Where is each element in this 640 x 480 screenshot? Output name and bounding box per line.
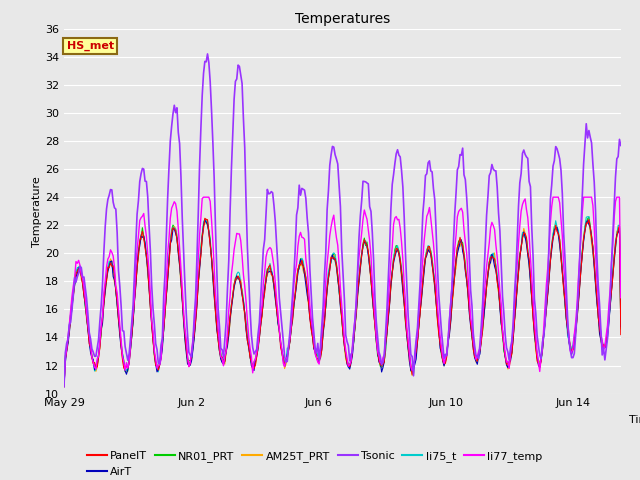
li77_temp xyxy=(595,295,602,301)
Tsonic xyxy=(617,143,625,148)
PanelT xyxy=(248,359,255,365)
AirT xyxy=(79,280,86,286)
Tsonic xyxy=(60,384,68,389)
NR01_PRT xyxy=(79,278,86,284)
Title: Temperatures: Temperatures xyxy=(295,12,390,26)
Tsonic xyxy=(204,51,211,57)
AirT xyxy=(520,229,527,235)
Tsonic xyxy=(337,204,344,209)
NR01_PRT xyxy=(335,288,343,293)
AM25T_PRT xyxy=(337,300,344,306)
NR01_PRT xyxy=(246,350,254,356)
AirT xyxy=(310,346,317,352)
NR01_PRT xyxy=(585,214,593,220)
AirT xyxy=(201,217,209,223)
li77_temp xyxy=(337,285,344,291)
PanelT xyxy=(595,314,602,320)
AirT xyxy=(595,311,602,317)
AM25T_PRT xyxy=(202,216,210,222)
NR01_PRT xyxy=(308,334,316,339)
Tsonic xyxy=(248,332,255,337)
PanelT xyxy=(337,301,344,307)
Line: Tsonic: Tsonic xyxy=(64,54,621,386)
AirT xyxy=(337,304,344,310)
PanelT xyxy=(201,216,209,221)
Tsonic xyxy=(310,330,317,336)
PanelT xyxy=(60,384,68,389)
AirT xyxy=(248,363,255,369)
NR01_PRT xyxy=(595,310,602,316)
PanelT xyxy=(617,332,625,337)
li77_temp xyxy=(310,337,317,343)
AM25T_PRT xyxy=(520,226,527,231)
Tsonic xyxy=(520,147,527,153)
PanelT xyxy=(79,280,86,286)
li75_t xyxy=(308,332,316,338)
li75_t xyxy=(595,314,602,320)
AM25T_PRT xyxy=(79,281,86,287)
li75_t xyxy=(79,276,86,281)
li75_t xyxy=(60,384,68,389)
Text: HS_met: HS_met xyxy=(67,41,114,51)
PanelT xyxy=(520,230,527,236)
li77_temp xyxy=(617,295,625,300)
Tsonic xyxy=(595,282,602,288)
Line: AM25T_PRT: AM25T_PRT xyxy=(64,219,621,386)
NR01_PRT xyxy=(518,231,526,237)
AM25T_PRT xyxy=(595,312,602,318)
Tsonic xyxy=(79,274,86,280)
li77_temp xyxy=(520,198,527,204)
Line: NR01_PRT: NR01_PRT xyxy=(64,217,621,386)
li77_temp xyxy=(79,276,86,281)
Line: li77_temp: li77_temp xyxy=(64,197,621,386)
PanelT xyxy=(310,345,317,350)
li75_t xyxy=(246,355,254,360)
Line: PanelT: PanelT xyxy=(64,218,621,386)
AM25T_PRT xyxy=(248,360,255,366)
Legend: PanelT, AirT, NR01_PRT, AM25T_PRT, Tsonic, li75_t, li77_temp: PanelT, AirT, NR01_PRT, AM25T_PRT, Tsoni… xyxy=(82,446,547,480)
li75_t xyxy=(335,288,343,294)
li77_temp xyxy=(200,194,207,200)
Line: AirT: AirT xyxy=(64,220,621,386)
AM25T_PRT xyxy=(617,325,625,331)
li77_temp xyxy=(60,384,68,389)
NR01_PRT xyxy=(617,326,625,332)
li75_t xyxy=(518,229,526,235)
X-axis label: Time: Time xyxy=(630,416,640,425)
Line: li75_t: li75_t xyxy=(64,216,621,386)
Y-axis label: Temperature: Temperature xyxy=(32,176,42,247)
li77_temp xyxy=(248,354,255,360)
NR01_PRT xyxy=(60,384,68,389)
li75_t xyxy=(584,214,591,219)
AirT xyxy=(617,324,625,330)
li75_t xyxy=(617,324,625,330)
AM25T_PRT xyxy=(310,345,317,351)
AirT xyxy=(60,384,68,389)
AM25T_PRT xyxy=(60,384,68,389)
